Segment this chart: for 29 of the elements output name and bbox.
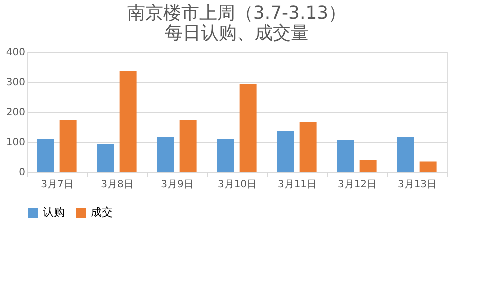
x-tick-label: 3月12日: [338, 180, 378, 190]
x-tick-label: 3月9日: [161, 180, 194, 190]
x-tick-label: 3月8日: [101, 180, 134, 190]
bar: [120, 71, 137, 172]
bar: [420, 162, 437, 172]
y-tick-label: 300: [6, 78, 26, 88]
x-tick-label: 3月13日: [398, 180, 438, 190]
chart-title: 南京楼市上周（3.7-3.13）每日认购、成交量: [127, 3, 347, 44]
x-tick-label: 3月10日: [218, 180, 258, 190]
x-tick-label: 3月11日: [278, 180, 318, 190]
y-tick-label: 400: [6, 48, 26, 58]
legend-label: 成交: [91, 206, 113, 219]
bar: [157, 137, 174, 172]
bar: [337, 140, 354, 172]
bar: [277, 131, 294, 172]
x-tick-label: 3月7日: [41, 180, 74, 190]
bar: [300, 122, 317, 172]
y-tick-label: 200: [6, 108, 26, 118]
bar: [360, 160, 377, 172]
legend-label: 认购: [43, 206, 65, 219]
bar: [217, 139, 234, 172]
bar: [97, 144, 114, 172]
y-tick-label: 100: [6, 138, 26, 148]
bar: [180, 120, 197, 172]
y-tick-label: 0: [19, 168, 26, 178]
bar: [240, 84, 257, 172]
bar: [37, 139, 54, 172]
bar: [397, 137, 414, 172]
bar: [60, 120, 77, 172]
